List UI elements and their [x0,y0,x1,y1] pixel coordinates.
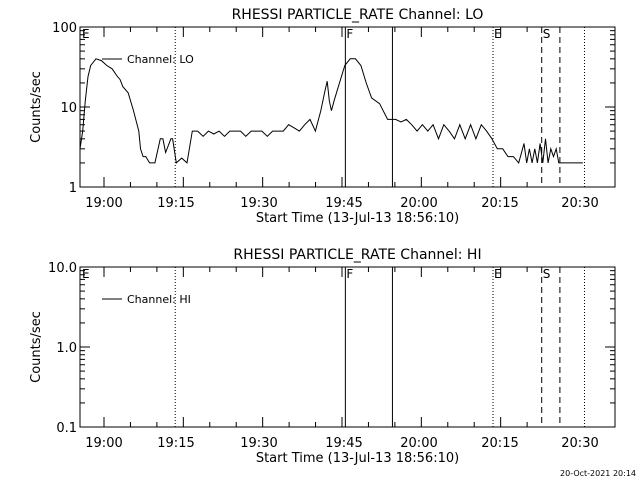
x-axis-label: Start Time (13-Jul-13 18:56:10) [256,451,459,466]
x-tick-label: 19:15 [157,436,194,451]
x-tick-label: 19:00 [85,196,122,211]
event-marker-label: E [82,267,90,281]
x-tick-label: 20:00 [400,196,437,211]
event-marker-label: E [494,27,502,41]
y-tick-label: 1.0 [56,341,77,356]
y-axis-label: Counts/sec [29,311,44,383]
y-tick-label: 100 [52,21,77,36]
x-tick-label: 20:15 [481,196,518,211]
x-tick-label: 20:30 [561,196,598,211]
x-tick-label: 19:15 [157,196,194,211]
x-axis-label: Start Time (13-Jul-13 18:56:10) [256,211,459,226]
legend-label: Channel: LO [127,53,194,66]
hi-channel-panel: RHESSI PARTICLE_RATE Channel: HI 0.1 1.0 10… [29,247,616,466]
event-marker-label: E [494,267,502,281]
x-tick-label: 20:30 [561,436,598,451]
x-tick-label: 19:00 [85,436,122,451]
event-marker-label: F [346,267,353,281]
x-tick-label: 20:15 [481,436,518,451]
event-marker-label: E [82,27,90,41]
event-marker-label: S [543,267,551,281]
y-tick-label: 0.1 [56,421,77,436]
x-tick-label: 19:30 [240,196,277,211]
x-tick-label: 19:45 [325,196,362,211]
chart-title: RHESSI PARTICLE_RATE Channel: HI [233,247,481,263]
series-line-1 [79,58,583,164]
y-tick-label: 10 [60,101,77,116]
x-tick-label: 19:45 [325,436,362,451]
chart-title: RHESSI PARTICLE_RATE Channel: LO [232,7,484,23]
lo-channel-panel: RHESSI PARTICLE_RATE Channel: LO 1 10 100 Co… [29,7,616,226]
legend-label: Channel: HI [127,293,191,306]
event-marker-label: F [346,27,353,41]
y-tick-label: 10.0 [48,261,77,276]
y-tick-label: 1 [69,181,77,196]
x-tick-label: 19:30 [240,436,277,451]
event-marker-label: S [543,27,551,41]
y-axis-label: Counts/sec [29,71,44,143]
x-tick-label: 20:00 [400,436,437,451]
footer-timestamp: 20-Oct-2021 20:14 [560,469,636,478]
